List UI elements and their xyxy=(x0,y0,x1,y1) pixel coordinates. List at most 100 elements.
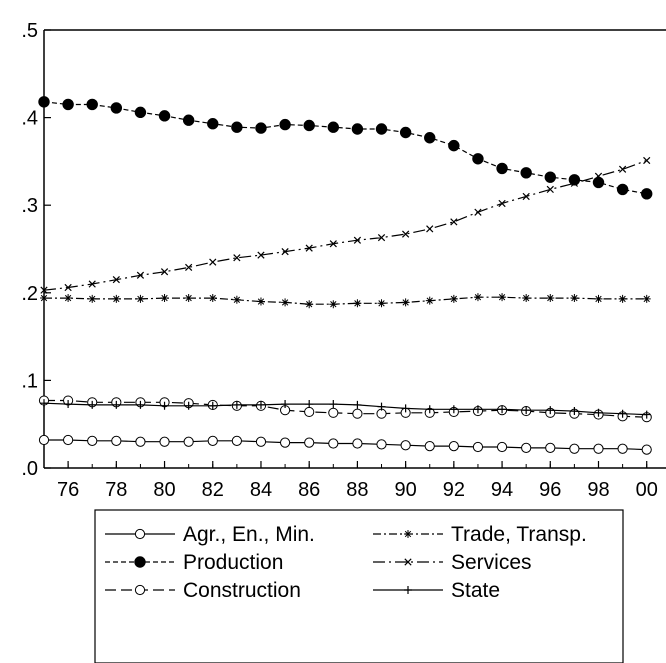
data-point-state xyxy=(64,400,73,409)
data-point-state xyxy=(305,400,314,409)
data-point-production xyxy=(231,121,243,133)
data-point-services xyxy=(594,172,603,180)
data-point-trade-transp xyxy=(377,299,386,308)
data-point-agr-en-min xyxy=(111,435,122,446)
legend-label: Production xyxy=(183,551,283,574)
x-tick-label: 96 xyxy=(539,479,561,501)
data-point-trade-transp xyxy=(136,294,145,303)
data-point-construction xyxy=(304,406,315,418)
data-point-agr-en-min xyxy=(87,435,98,446)
data-point-production xyxy=(303,119,315,132)
data-point-services xyxy=(64,283,72,292)
data-point-agr-en-min xyxy=(135,436,146,447)
data-point-services xyxy=(402,230,410,238)
data-point-agr-en-min xyxy=(641,444,652,455)
data-point-agr-en-min xyxy=(545,442,556,453)
x-tick-label: 88 xyxy=(346,479,368,501)
data-point-state xyxy=(546,406,555,415)
data-point-trade-transp xyxy=(401,298,410,307)
data-point-services xyxy=(522,192,530,201)
data-point-production xyxy=(544,171,556,183)
data-point-agr-en-min xyxy=(448,441,459,452)
data-point-state xyxy=(449,405,458,414)
legend-label: Services xyxy=(451,551,532,574)
data-point-agr-en-min xyxy=(352,438,363,449)
data-point-state xyxy=(112,400,121,409)
y-tick-label: .3 xyxy=(21,195,38,217)
x-tick-label: 98 xyxy=(587,479,609,501)
data-point-production xyxy=(375,123,388,135)
data-point-production xyxy=(62,98,74,111)
data-point-agr-en-min xyxy=(304,437,315,448)
data-point-services xyxy=(546,185,554,194)
series-line-services xyxy=(43,159,647,291)
data-point-production xyxy=(448,139,460,152)
data-point-agr-en-min xyxy=(328,438,339,449)
data-point-production xyxy=(255,122,267,134)
legend-marker xyxy=(404,558,412,566)
data-point-state xyxy=(208,401,217,410)
data-point-trade-transp xyxy=(449,294,458,303)
data-point-trade-transp xyxy=(305,300,314,309)
data-point-services xyxy=(450,218,458,226)
data-point-trade-transp xyxy=(281,298,290,307)
data-point-trade-transp xyxy=(208,294,217,303)
data-point-production xyxy=(641,188,653,200)
legend-label: Agr., En., Min. xyxy=(183,523,315,546)
data-point-trade-transp xyxy=(642,294,651,303)
data-point-services xyxy=(281,248,289,256)
series-construction xyxy=(38,395,652,423)
data-point-services xyxy=(570,179,579,187)
series-services xyxy=(40,156,651,294)
data-point-state xyxy=(232,400,241,409)
data-point-production xyxy=(616,183,629,196)
data-point-state xyxy=(618,409,627,418)
legend-marker xyxy=(404,586,412,594)
data-point-trade-transp xyxy=(353,299,362,308)
data-point-state xyxy=(136,400,145,409)
series-production xyxy=(38,96,653,200)
data-point-trade-transp xyxy=(112,294,121,303)
legend-marker xyxy=(134,556,146,568)
data-point-services xyxy=(185,263,193,272)
data-point-agr-en-min xyxy=(424,441,435,452)
legend-marker xyxy=(404,530,412,538)
data-point-state xyxy=(256,400,265,409)
data-point-state xyxy=(498,405,507,414)
data-point-state xyxy=(329,400,338,409)
data-point-construction xyxy=(328,407,339,418)
x-tick-label: 84 xyxy=(250,479,272,501)
data-point-agr-en-min xyxy=(279,437,291,448)
legend-box xyxy=(94,509,624,663)
data-point-trade-transp xyxy=(570,294,579,303)
legend-entry-trade-transp: Trade, Transp. xyxy=(373,523,587,546)
data-point-services xyxy=(40,286,48,294)
axes: .0 .1 .2 .3 .4 .5 76 78 80 82 84 86 88 90 92 94 96 98 00 xyxy=(21,20,666,501)
legend: Agr., En., Min. Trade, Transp. Production S… xyxy=(94,509,624,663)
data-point-services xyxy=(233,254,241,262)
data-point-services xyxy=(498,199,506,208)
legend-label: Construction xyxy=(183,579,301,602)
data-point-trade-transp xyxy=(329,300,338,309)
legend-entry-agr-en-min: Agr., En., Min. xyxy=(105,523,315,546)
data-point-services xyxy=(618,165,627,173)
legend-label: State xyxy=(451,579,500,602)
data-point-trade-transp xyxy=(522,294,531,303)
y-tick-label: .0 xyxy=(21,458,38,480)
data-point-production xyxy=(592,176,605,189)
data-point-trade-transp xyxy=(546,294,555,303)
data-point-agr-en-min xyxy=(231,435,242,446)
data-point-agr-en-min xyxy=(63,434,74,446)
data-point-agr-en-min xyxy=(569,443,580,454)
x-tick-label: 92 xyxy=(443,479,465,501)
data-point-trade-transp xyxy=(64,294,73,303)
data-point-trade-transp xyxy=(88,294,97,303)
series-line-production xyxy=(43,101,647,195)
data-point-agr-en-min xyxy=(255,436,267,447)
series-trade-transp xyxy=(40,293,651,309)
data-point-services xyxy=(377,233,386,242)
x-tick-label: 94 xyxy=(491,479,513,501)
data-point-services xyxy=(88,280,96,288)
series-line-construction xyxy=(44,399,647,418)
